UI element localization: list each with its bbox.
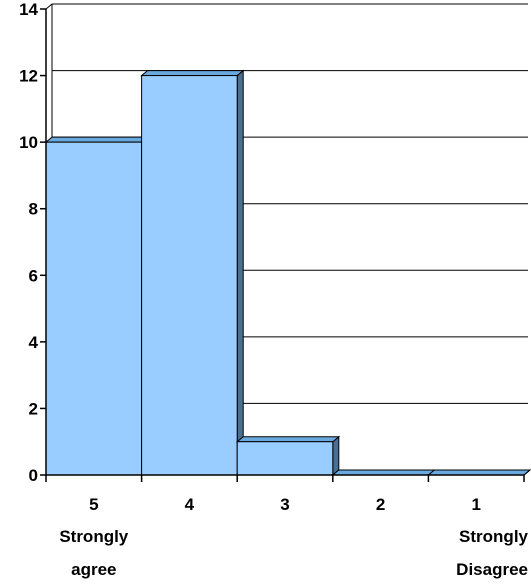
axes bbox=[40, 8, 531, 482]
bar-4 bbox=[140, 69, 245, 477]
y-tick-label: 14 bbox=[19, 0, 38, 19]
bar-side bbox=[332, 435, 340, 477]
x-tick-label: 3 bbox=[280, 495, 289, 514]
y-tick-label: 12 bbox=[19, 67, 38, 86]
y-tick-label: 10 bbox=[19, 133, 38, 152]
bar-front bbox=[236, 441, 334, 476]
bar-top bbox=[235, 436, 341, 443]
x-tick-sublabel: Strongly bbox=[59, 527, 128, 546]
bar-3 bbox=[235, 435, 341, 477]
bar-top bbox=[44, 136, 149, 143]
bar-top bbox=[140, 70, 245, 77]
y-tick-label: 2 bbox=[29, 399, 38, 418]
x-tick-sublabel: Strongly bbox=[459, 527, 528, 546]
bar-front bbox=[141, 75, 238, 476]
x-tick-label: 4 bbox=[185, 495, 195, 514]
bar-side bbox=[236, 69, 244, 477]
x-tick-label: 1 bbox=[471, 495, 480, 514]
tick-labels: 0 2 4 6 8 10 12 14 5 Strongly agree 4 3 2 1 Strongly Dis… bbox=[19, 0, 528, 579]
bar-5 bbox=[44, 136, 149, 477]
x-tick-sublabel: Disagree bbox=[456, 560, 528, 579]
bar-front bbox=[45, 141, 143, 476]
y-tick-label: 6 bbox=[29, 266, 38, 285]
floor-edge bbox=[523, 469, 531, 476]
y-tick-label: 4 bbox=[29, 333, 39, 352]
x-tick-sublabel: agree bbox=[71, 560, 116, 579]
wall-top-edge bbox=[45, 3, 53, 10]
y-tick-label: 0 bbox=[29, 466, 38, 485]
x-tick-label: 5 bbox=[89, 495, 98, 514]
x-tick-label: 2 bbox=[376, 495, 385, 514]
bars bbox=[44, 69, 531, 477]
y-tick-label: 8 bbox=[29, 200, 38, 219]
